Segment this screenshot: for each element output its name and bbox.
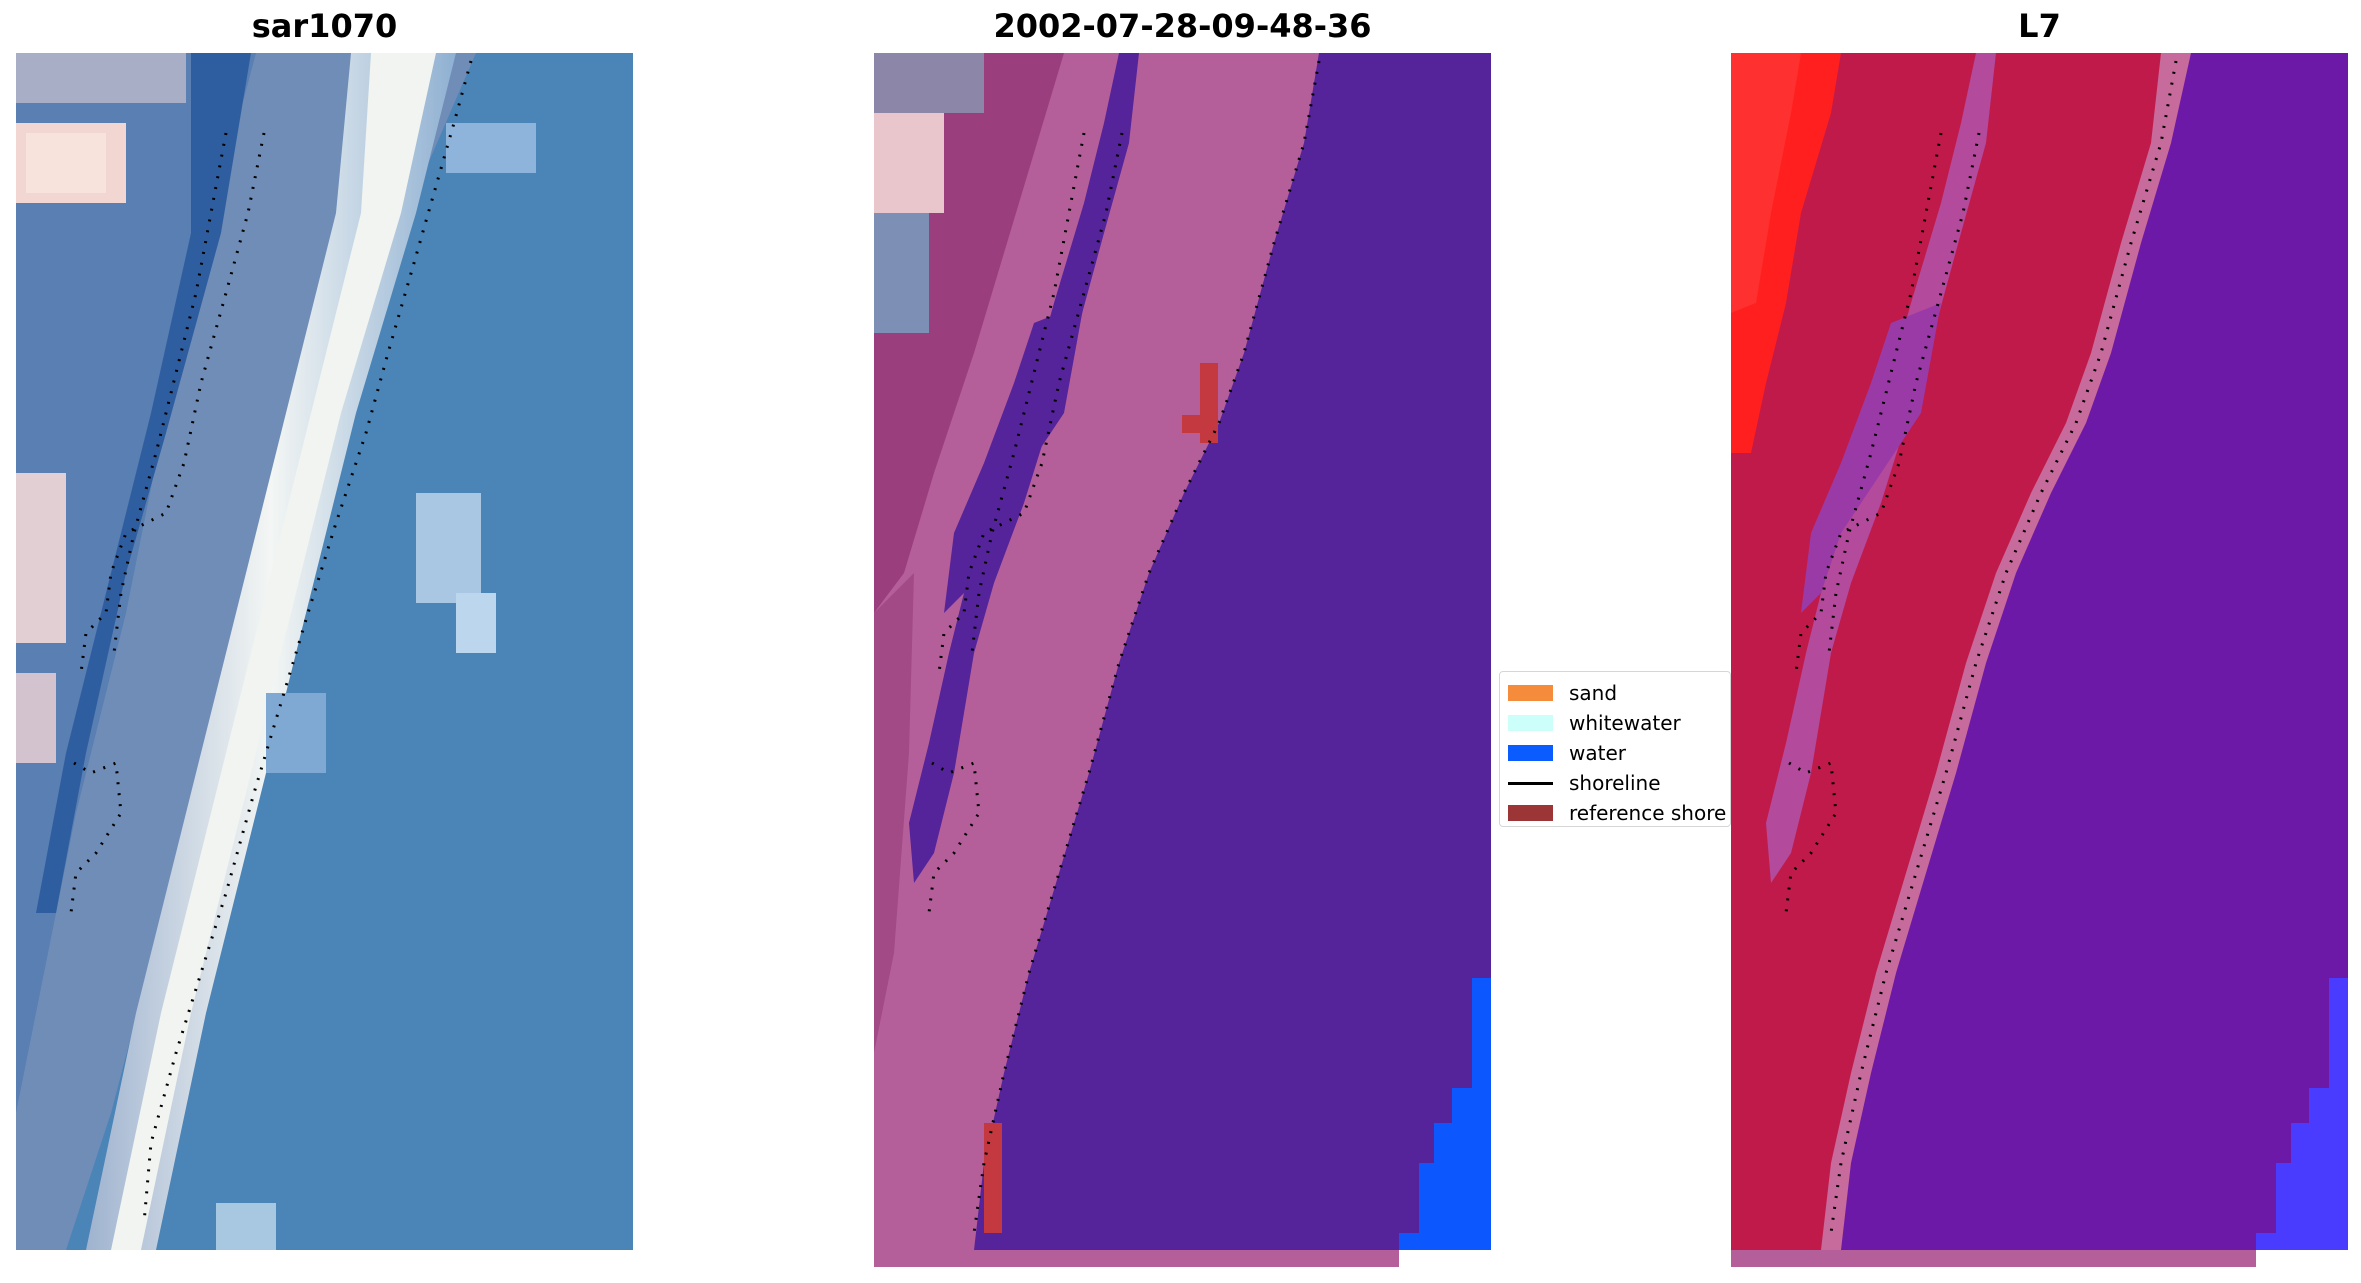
panel-title-rgb: sar1070 xyxy=(251,7,398,45)
index-bottom-strip xyxy=(1731,1250,2256,1267)
legend-item-whitewater: whitewater xyxy=(1508,708,1730,738)
legend-item-sand: sand xyxy=(1508,678,1730,708)
legend-label-shoreline: shoreline xyxy=(1569,771,1661,795)
legend: sand whitewater water shoreline referenc… xyxy=(1499,671,1731,827)
legend-label-sand: sand xyxy=(1569,681,1618,705)
legend-swatch-reference-shore xyxy=(1508,805,1553,821)
legend-label-water: water xyxy=(1569,741,1626,765)
legend-label-whitewater: whitewater xyxy=(1569,711,1681,735)
legend-label-reference-shore: reference shore xyxy=(1569,801,1727,825)
classified-image xyxy=(874,53,1491,1250)
satellite-rgb-image xyxy=(16,53,633,1250)
legend-item-reference-shore: reference shore xyxy=(1508,798,1730,826)
panel-title-classified: 2002-07-28-09-48-36 xyxy=(993,7,1372,45)
legend-swatch-shoreline xyxy=(1508,781,1553,785)
legend-item-water: water xyxy=(1508,738,1730,768)
legend-swatch-whitewater xyxy=(1508,715,1553,731)
classified-bottom-strip xyxy=(874,1250,1399,1267)
legend-item-shoreline: shoreline xyxy=(1508,768,1730,798)
panel-title-index: L7 xyxy=(2018,7,2061,45)
legend-swatch-water xyxy=(1508,745,1553,761)
index-image xyxy=(1731,53,2348,1250)
legend-swatch-sand xyxy=(1508,685,1553,701)
